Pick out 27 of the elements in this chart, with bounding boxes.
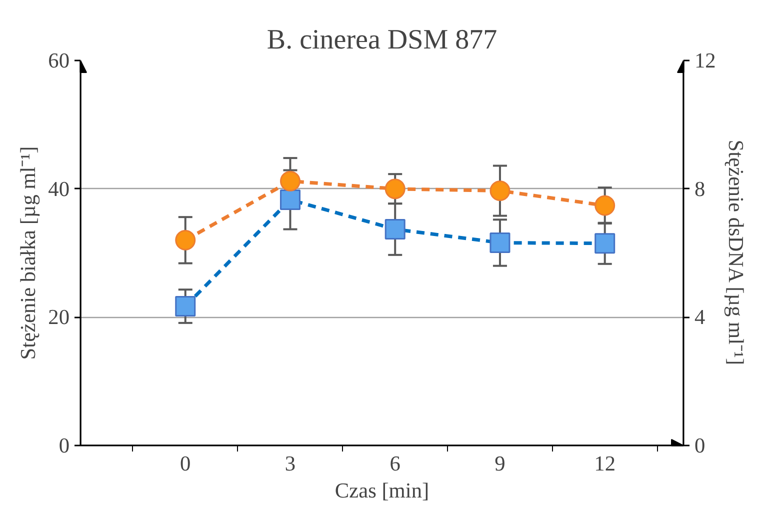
chart-title: B. cinerea DSM 877 (266, 24, 498, 56)
point (280, 170, 300, 192)
y-tick-label: 20 (48, 305, 70, 330)
x-axis-title: Czas [min] (334, 478, 430, 502)
x-tick-label: 12 (594, 452, 616, 476)
point (175, 230, 196, 250)
point (384, 178, 406, 200)
point (175, 296, 196, 317)
y2-tick-label: 12 (694, 48, 716, 72)
point (490, 180, 510, 201)
y-tick-label: 60 (48, 48, 70, 72)
y-axis-title: Stężenie białka [µg ml⁻¹] (16, 146, 40, 360)
point (594, 233, 616, 254)
x-tick-label: 3 (284, 452, 296, 476)
y2-tick-label: 4 (694, 305, 706, 330)
point (594, 195, 616, 216)
point (280, 189, 300, 210)
point (384, 219, 406, 240)
point (490, 232, 510, 253)
y2-tick-label: 0 (694, 434, 706, 458)
x-tick-label: 9 (494, 452, 506, 476)
x-tick-label: 0 (180, 452, 191, 476)
y-tick-label: 40 (48, 176, 70, 201)
y2-axis-title: Stężenie dsDNA [µg ml⁻¹] (724, 140, 748, 366)
y-tick-label: 0 (58, 434, 70, 458)
x-tick-label: 6 (390, 452, 401, 476)
y2-tick-label: 8 (694, 176, 706, 201)
